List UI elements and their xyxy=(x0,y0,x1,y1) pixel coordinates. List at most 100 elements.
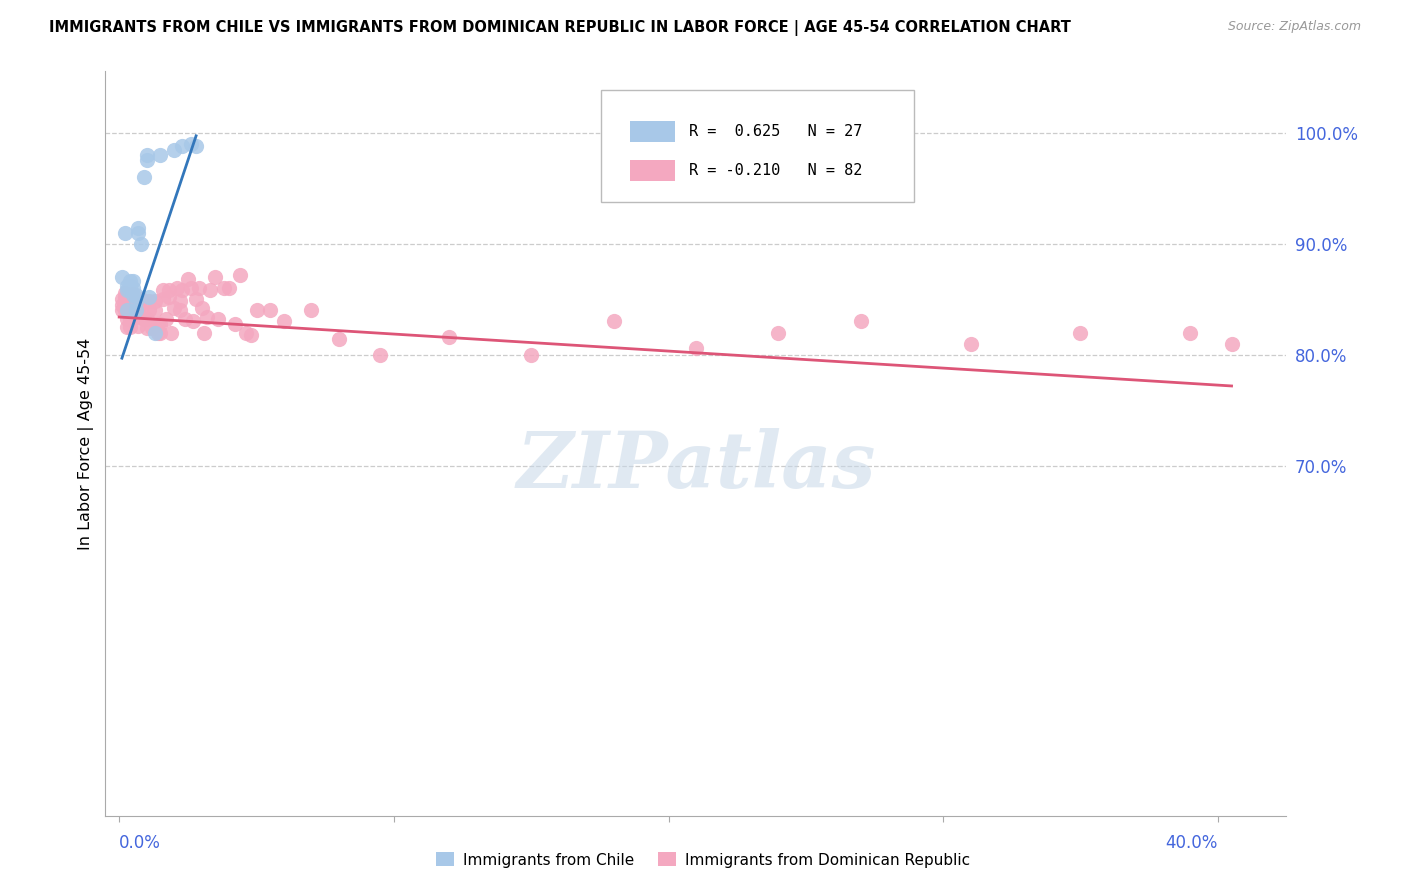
Point xyxy=(146,326,169,340)
Point xyxy=(155,312,177,326)
Text: 0.0%: 0.0% xyxy=(120,834,162,852)
Text: Source: ZipAtlas.com: Source: ZipAtlas.com xyxy=(1227,20,1361,33)
Legend: Immigrants from Chile, Immigrants from Dominican Republic: Immigrants from Chile, Immigrants from D… xyxy=(430,847,976,873)
Bar xyxy=(630,160,675,181)
Point xyxy=(117,312,139,326)
Point xyxy=(135,312,157,326)
Point xyxy=(180,136,202,151)
Text: IMMIGRANTS FROM CHILE VS IMMIGRANTS FROM DOMINICAN REPUBLIC IN LABOR FORCE | AGE: IMMIGRANTS FROM CHILE VS IMMIGRANTS FROM… xyxy=(49,20,1071,36)
Point xyxy=(129,292,152,306)
Point xyxy=(114,285,136,300)
Point xyxy=(1069,326,1091,340)
Point xyxy=(602,314,624,328)
Point xyxy=(204,270,226,285)
Point xyxy=(122,281,145,295)
Point xyxy=(122,303,145,318)
Point xyxy=(166,281,188,295)
Point xyxy=(273,314,295,328)
Point xyxy=(127,226,149,240)
Point xyxy=(120,275,142,289)
Point xyxy=(193,326,215,340)
Y-axis label: In Labor Force | Age 45-54: In Labor Force | Age 45-54 xyxy=(79,338,94,549)
Point xyxy=(124,294,146,309)
Point xyxy=(129,303,152,318)
Point xyxy=(124,287,146,301)
Point xyxy=(195,310,218,324)
Point xyxy=(245,303,267,318)
Point xyxy=(124,303,146,318)
Point xyxy=(120,299,142,313)
Point xyxy=(152,284,174,298)
Point xyxy=(141,321,163,335)
Point xyxy=(138,303,160,318)
Text: R =  0.625   N = 27: R = 0.625 N = 27 xyxy=(689,124,862,139)
Point xyxy=(849,314,872,328)
Point xyxy=(117,303,139,318)
Point xyxy=(177,272,200,286)
Point xyxy=(146,317,169,331)
Text: 40.0%: 40.0% xyxy=(1166,834,1218,852)
Point xyxy=(111,292,134,306)
Point xyxy=(235,326,257,340)
Point xyxy=(520,348,543,362)
Point xyxy=(157,290,180,304)
Point xyxy=(135,153,157,168)
Point xyxy=(122,286,145,301)
Point xyxy=(149,147,172,161)
Point xyxy=(218,281,240,295)
Point xyxy=(138,290,160,304)
Point xyxy=(240,327,263,342)
Point xyxy=(122,292,145,306)
Bar xyxy=(630,121,675,142)
Point xyxy=(120,284,142,298)
Point xyxy=(143,326,166,340)
Point xyxy=(111,298,134,312)
Point xyxy=(180,281,202,295)
Point xyxy=(1220,336,1243,351)
Point xyxy=(138,294,160,309)
Point xyxy=(184,138,207,153)
Point xyxy=(157,284,180,298)
Point xyxy=(117,279,139,293)
Point xyxy=(198,284,221,298)
Point xyxy=(437,330,460,344)
Point xyxy=(160,326,183,340)
Point xyxy=(120,320,142,334)
Point xyxy=(124,310,146,324)
Point xyxy=(169,294,191,309)
Point xyxy=(111,270,134,285)
Point xyxy=(135,321,157,335)
Point xyxy=(122,298,145,312)
Point xyxy=(174,312,197,326)
Point xyxy=(124,303,146,318)
Text: ZIPatlas: ZIPatlas xyxy=(516,428,876,504)
Point xyxy=(172,284,194,298)
Point xyxy=(114,298,136,312)
Point xyxy=(124,294,146,309)
Point xyxy=(328,332,350,346)
Point xyxy=(184,292,207,306)
Point xyxy=(114,226,136,240)
Point xyxy=(132,169,155,184)
Point xyxy=(169,303,191,318)
Point xyxy=(301,303,323,318)
Point xyxy=(120,312,142,326)
Point xyxy=(368,348,391,362)
Point xyxy=(135,147,157,161)
Point xyxy=(114,290,136,304)
Point xyxy=(122,287,145,301)
Point xyxy=(129,236,152,251)
Point xyxy=(132,312,155,326)
Point xyxy=(207,312,229,326)
Point xyxy=(127,303,149,318)
Point xyxy=(149,317,172,331)
Point xyxy=(768,326,790,340)
Point xyxy=(229,268,252,282)
Point xyxy=(117,303,139,318)
Point xyxy=(117,284,139,298)
Point xyxy=(172,138,194,153)
Point xyxy=(190,301,212,315)
Point xyxy=(685,341,707,355)
Point xyxy=(111,303,134,318)
Point xyxy=(1180,326,1202,340)
